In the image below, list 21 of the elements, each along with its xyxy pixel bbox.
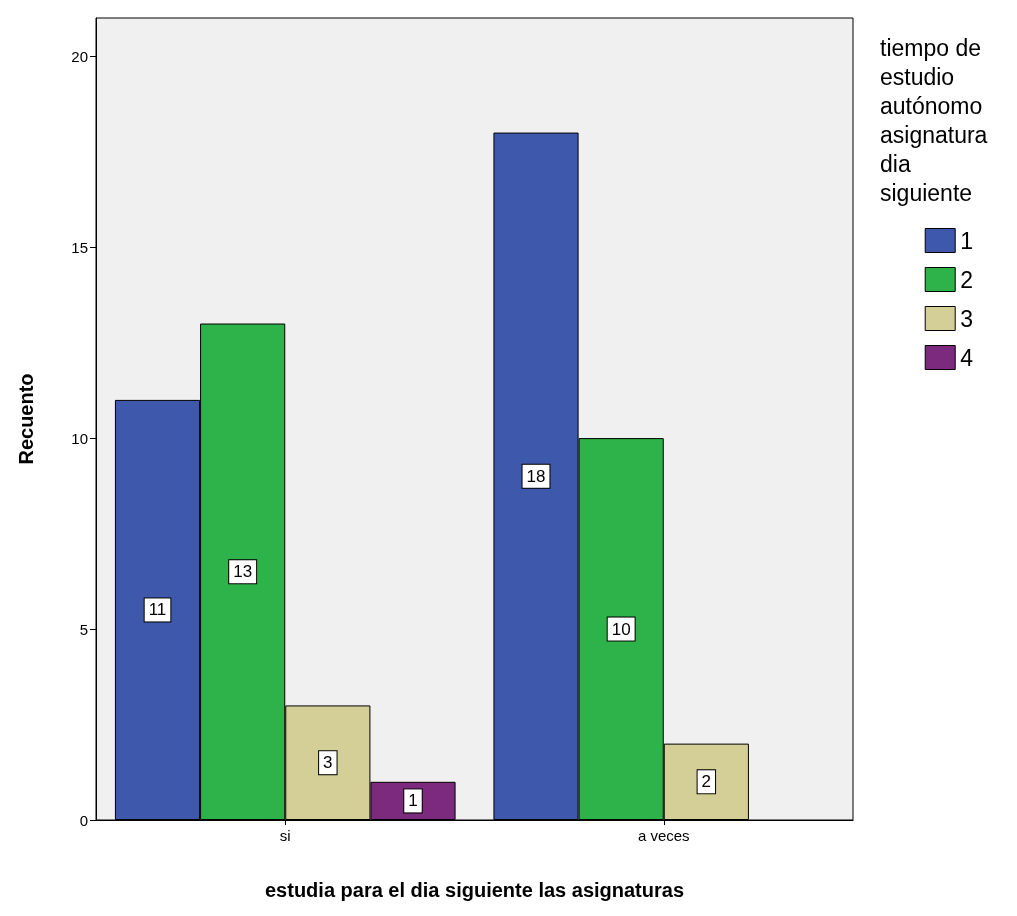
legend-label: 4 <box>960 344 974 371</box>
y-tick-label: 10 <box>71 429 88 447</box>
y-tick-label: 0 <box>79 811 88 829</box>
data-label: 2 <box>701 772 712 792</box>
y-tick-label: 15 <box>71 238 88 256</box>
y-axis-title: Recuento <box>15 373 37 465</box>
x-tick-label: si <box>279 827 291 844</box>
data-label: 1 <box>408 791 418 811</box>
y-tick-label: 5 <box>79 620 88 638</box>
x-axis-title: estudia para el dia siguiente las asignaturas <box>264 879 685 901</box>
legend-label: 1 <box>960 227 974 254</box>
data-label: 10 <box>611 619 631 639</box>
legend-title: tiempo de estudio autónomo asignatura dia siguiente <box>880 34 994 206</box>
data-label: 3 <box>323 753 333 773</box>
data-label: 18 <box>526 466 546 486</box>
x-tick-label: a veces <box>637 827 690 844</box>
legend-label: 3 <box>960 305 974 332</box>
data-label: 11 <box>148 600 167 620</box>
y-tick-label: 20 <box>71 47 88 65</box>
legend-label: 2 <box>960 266 974 293</box>
data-label: 13 <box>233 562 253 582</box>
